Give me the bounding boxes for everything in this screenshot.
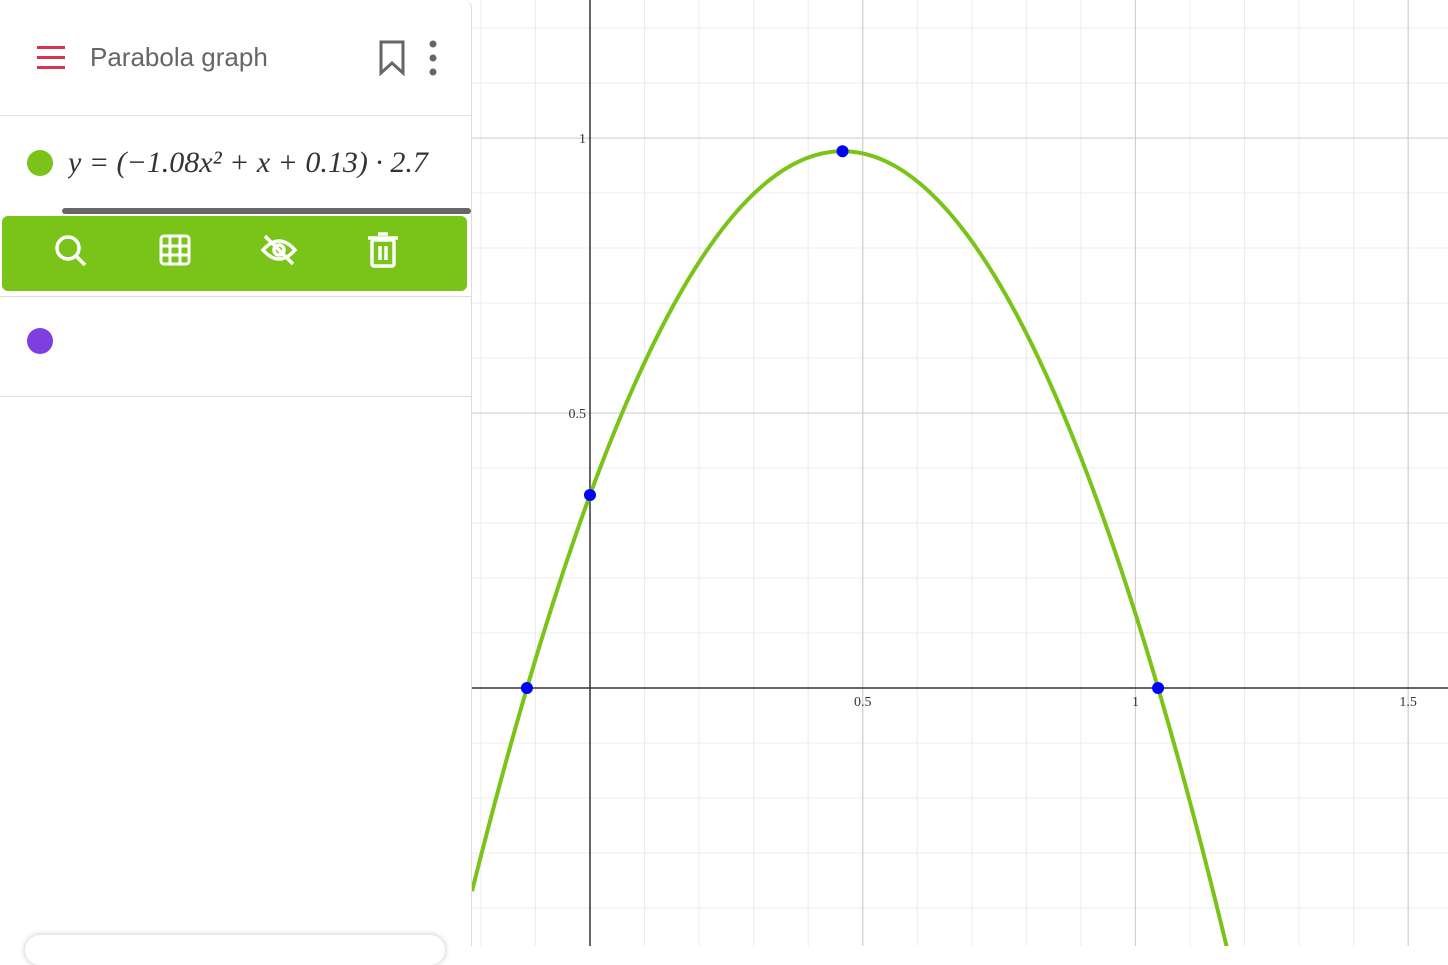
delete-icon[interactable]: [368, 232, 398, 268]
x-tick-label: 0.5: [854, 695, 872, 710]
y-tick-label: 1: [579, 132, 586, 147]
zoom-icon[interactable]: [55, 235, 87, 267]
menu-icon[interactable]: [37, 45, 69, 71]
special-point: [1152, 682, 1165, 695]
special-point: [520, 682, 533, 695]
y-tick-label: 0.5: [568, 407, 586, 422]
special-point: [583, 489, 596, 501]
x-tick-label: 1: [1132, 695, 1139, 710]
table-icon[interactable]: [159, 234, 191, 266]
visibility-dot[interactable]: [27, 150, 53, 176]
hide-icon[interactable]: [260, 234, 298, 266]
algebra-panel: Parabola graph y = (−1.08x² + x + 0.13) …: [0, 0, 472, 965]
expression-row[interactable]: y = (−1.08x² + x + 0.13) · 2.7: [0, 116, 471, 297]
scrollbar[interactable]: [62, 208, 471, 214]
input-row[interactable]: [0, 297, 471, 397]
bottom-sheet[interactable]: [25, 935, 445, 965]
x-tick-label: 1.5: [1399, 695, 1417, 710]
more-icon[interactable]: [427, 40, 439, 76]
special-point: [836, 145, 849, 158]
header: Parabola graph: [0, 0, 471, 116]
toolbar: [2, 216, 467, 291]
toolbar-icons: [55, 232, 398, 268]
expression[interactable]: y = (−1.08x² + x + 0.13) · 2.7: [68, 146, 428, 179]
bookmark-icon[interactable]: [378, 40, 408, 76]
function-curve: [470, 149, 1229, 946]
new-object-dot: [27, 328, 53, 354]
app-title: Parabola graph: [90, 42, 268, 72]
